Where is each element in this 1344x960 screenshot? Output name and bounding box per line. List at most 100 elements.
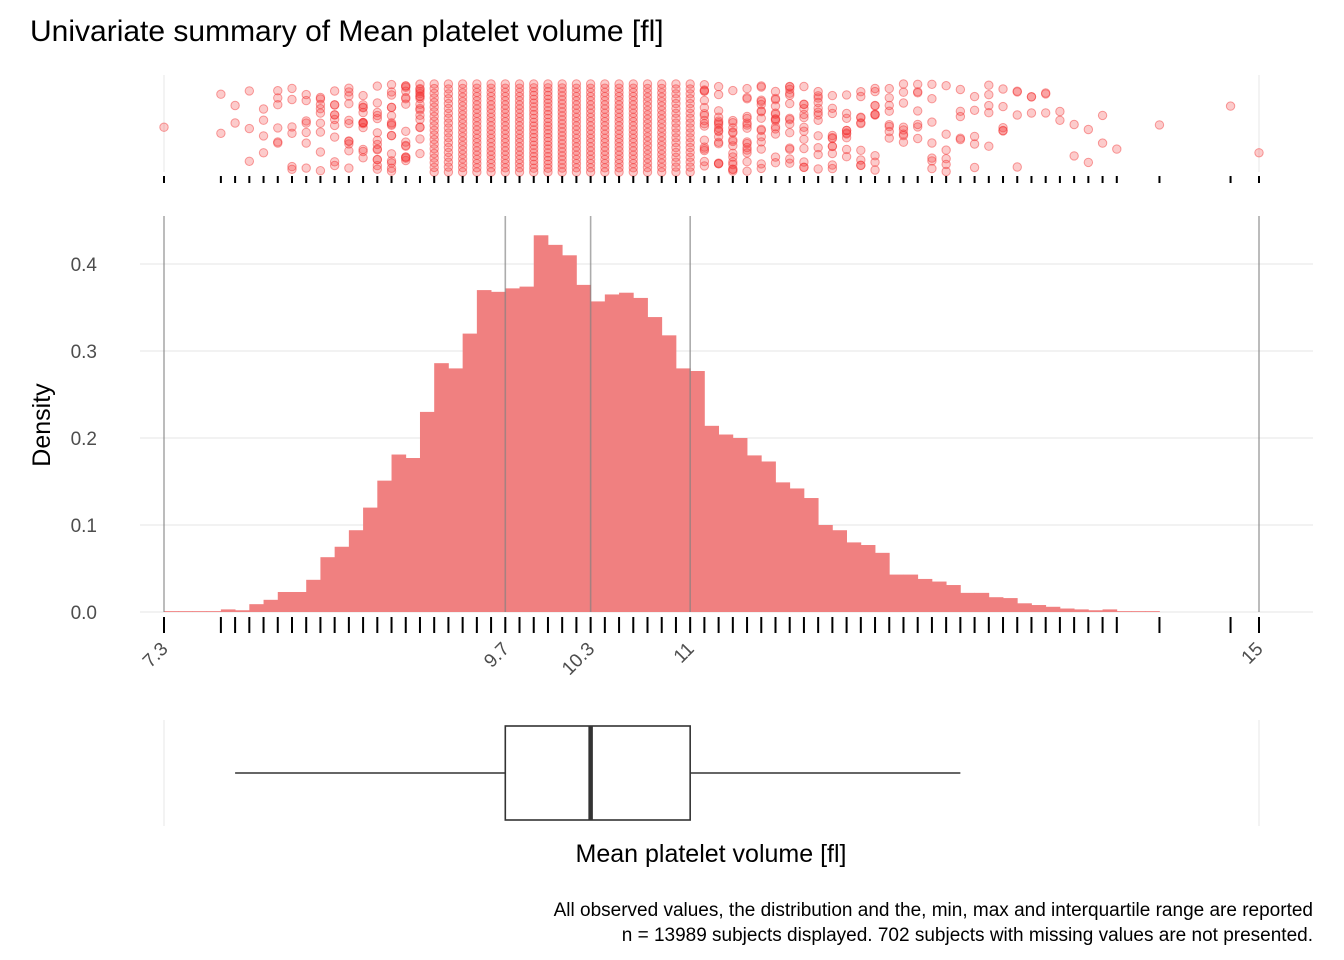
strip-point bbox=[671, 103, 681, 114]
strip-point bbox=[571, 91, 582, 102]
histogram-bar bbox=[533, 235, 549, 613]
histogram-bar bbox=[917, 578, 933, 612]
strip-point bbox=[614, 142, 624, 152]
strip-point bbox=[529, 106, 539, 116]
strip-point bbox=[913, 122, 923, 132]
strip-point bbox=[827, 130, 838, 141]
strip-point bbox=[884, 121, 894, 132]
strip-point bbox=[642, 110, 653, 120]
strip-point bbox=[841, 108, 852, 119]
strip-point bbox=[486, 79, 496, 89]
strip-point bbox=[785, 98, 795, 109]
strip-point bbox=[429, 139, 439, 149]
strip-point bbox=[500, 83, 510, 93]
strip-point bbox=[685, 94, 695, 104]
strip-point bbox=[500, 125, 510, 135]
histogram-bar bbox=[690, 371, 705, 612]
strip-point bbox=[785, 90, 795, 100]
strip-point bbox=[642, 158, 653, 168]
strip-point bbox=[984, 80, 994, 90]
strip-point bbox=[756, 137, 766, 147]
strip-point bbox=[1069, 119, 1079, 130]
strip-point bbox=[429, 148, 439, 159]
strip-point bbox=[856, 145, 866, 156]
strip-point bbox=[1012, 110, 1022, 120]
strip-point bbox=[429, 153, 439, 163]
strip-point bbox=[628, 100, 638, 110]
strip-point bbox=[571, 108, 582, 119]
strip-point bbox=[614, 96, 624, 106]
strip-point bbox=[685, 142, 695, 153]
strip-point bbox=[543, 113, 553, 124]
strip-point bbox=[571, 96, 582, 106]
strip-point bbox=[557, 131, 567, 141]
strip-point bbox=[443, 147, 454, 158]
strip-point bbox=[514, 79, 525, 89]
strip-point bbox=[600, 125, 610, 135]
strip-point bbox=[500, 79, 510, 89]
histogram-bar bbox=[747, 455, 762, 612]
strip-point bbox=[728, 127, 738, 137]
strip-point bbox=[372, 128, 383, 138]
strip-point bbox=[699, 80, 710, 90]
strip-point bbox=[657, 132, 667, 142]
strip-point bbox=[543, 140, 553, 150]
strip-point bbox=[514, 96, 525, 106]
strip-point bbox=[571, 104, 582, 114]
strip-point bbox=[514, 108, 525, 119]
strip-point bbox=[585, 117, 596, 127]
strip-point bbox=[984, 108, 994, 118]
strip-point bbox=[685, 89, 695, 99]
strip-point bbox=[472, 96, 482, 106]
strip-point bbox=[642, 105, 653, 116]
strip-point bbox=[827, 90, 838, 101]
strip-point bbox=[500, 142, 510, 152]
strip-point bbox=[443, 162, 454, 172]
strip-point bbox=[401, 155, 411, 166]
strip-point bbox=[472, 117, 482, 127]
strip-point bbox=[1083, 124, 1094, 135]
strip-point bbox=[600, 83, 610, 93]
strip-point bbox=[443, 94, 454, 104]
strip-point bbox=[401, 81, 411, 91]
histogram-bar bbox=[448, 368, 464, 612]
strip-point bbox=[1154, 120, 1165, 130]
strip-point bbox=[457, 105, 468, 116]
strip-point bbox=[742, 94, 752, 104]
strip-point bbox=[571, 121, 582, 131]
strip-point bbox=[571, 142, 582, 152]
strip-point bbox=[742, 166, 752, 176]
strip-point bbox=[529, 102, 539, 112]
strip-point bbox=[898, 87, 909, 97]
histogram-bar bbox=[249, 604, 264, 612]
strip-point bbox=[585, 112, 596, 123]
strip-point bbox=[941, 166, 951, 177]
strip-point bbox=[657, 79, 667, 89]
strip-point bbox=[543, 109, 553, 120]
strip-point bbox=[756, 163, 766, 174]
strip-point bbox=[713, 106, 724, 116]
strip-point bbox=[557, 167, 567, 177]
strip-point bbox=[657, 140, 667, 151]
strip-point bbox=[500, 112, 510, 123]
strip-point bbox=[856, 91, 866, 102]
strip-point bbox=[969, 91, 980, 102]
strip-point bbox=[1097, 110, 1108, 121]
strip-point bbox=[628, 142, 638, 152]
strip-point bbox=[472, 83, 482, 93]
strip-point bbox=[557, 99, 567, 109]
strip-point bbox=[969, 162, 980, 173]
strip-point bbox=[557, 87, 567, 97]
strip-point bbox=[657, 127, 667, 138]
strip-point bbox=[913, 119, 923, 130]
strip-point bbox=[329, 120, 340, 131]
strip-point bbox=[514, 112, 525, 123]
histogram-bar bbox=[419, 411, 435, 612]
strip-point bbox=[671, 142, 681, 153]
strip-point bbox=[401, 152, 411, 162]
strip-point bbox=[514, 91, 525, 102]
strip-point bbox=[799, 99, 809, 110]
strip-point bbox=[785, 114, 795, 125]
strip-point bbox=[443, 108, 454, 119]
strip-point bbox=[628, 138, 638, 148]
